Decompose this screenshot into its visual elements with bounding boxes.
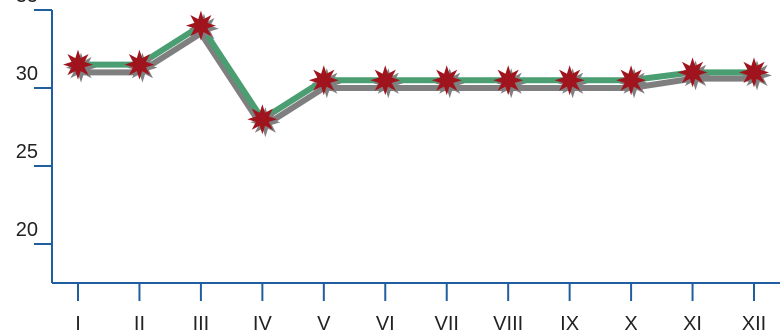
y-tick-label: 35 bbox=[16, 0, 38, 7]
x-tick-label: XII bbox=[742, 313, 766, 334]
y-tick-label: 25 bbox=[16, 141, 38, 163]
x-tick-label: IV bbox=[253, 313, 273, 334]
series-line-1 bbox=[75, 22, 757, 123]
y-axis: 20 25 30 35 bbox=[16, 0, 53, 283]
x-tick-label: VIII bbox=[493, 313, 523, 334]
x-tick-label: VI bbox=[376, 313, 395, 334]
x-tick-label: VII bbox=[435, 313, 459, 334]
y-tick-label: 30 bbox=[16, 63, 38, 85]
x-tick-label: I bbox=[75, 313, 81, 334]
data-point-marker bbox=[124, 49, 155, 80]
x-tick-label: XI bbox=[683, 313, 702, 334]
data-point-marker bbox=[493, 65, 524, 96]
y-tick-label: 20 bbox=[16, 219, 38, 241]
data-point-marker bbox=[247, 104, 278, 135]
data-point-marker bbox=[616, 65, 647, 96]
data-point-marker bbox=[431, 65, 462, 96]
x-tick-label: IX bbox=[560, 313, 579, 334]
x-tick-label: II bbox=[134, 313, 145, 334]
x-axis: I II III IV V VI VII VIII IX X XI XII bbox=[52, 282, 780, 334]
x-tick-label: V bbox=[317, 313, 331, 334]
data-point-marker bbox=[370, 65, 401, 96]
marker-layer bbox=[63, 10, 772, 138]
data-point-marker bbox=[677, 57, 708, 88]
x-tick-label: X bbox=[624, 313, 637, 334]
data-point-marker bbox=[185, 10, 216, 41]
data-point-marker bbox=[63, 49, 93, 80]
x-tick-label: III bbox=[193, 313, 210, 334]
series-line-2 bbox=[75, 30, 757, 130]
data-point-marker bbox=[554, 65, 585, 96]
data-point-marker bbox=[308, 65, 339, 96]
data-point-marker bbox=[739, 57, 769, 88]
series-layer bbox=[75, 22, 757, 130]
